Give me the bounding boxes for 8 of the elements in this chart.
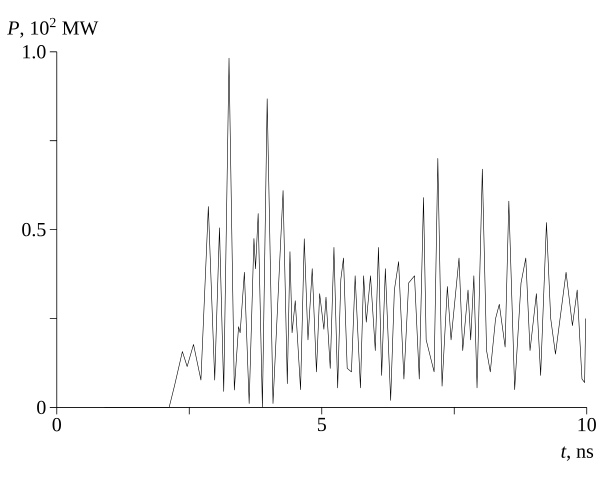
x-tick-label: 0 xyxy=(52,418,61,432)
y-tick-label: 0.5 xyxy=(22,222,46,236)
x-tick-label: 5 xyxy=(318,418,326,432)
x-tick-label: 10 xyxy=(578,418,596,432)
y-tick-label: 0 xyxy=(37,400,46,414)
y-axis-title: P, 10$^{2}$ MW xyxy=(7,18,98,38)
x-axis-title: t, ns xyxy=(561,446,594,461)
y-tick-label: 1.0 xyxy=(23,44,46,58)
